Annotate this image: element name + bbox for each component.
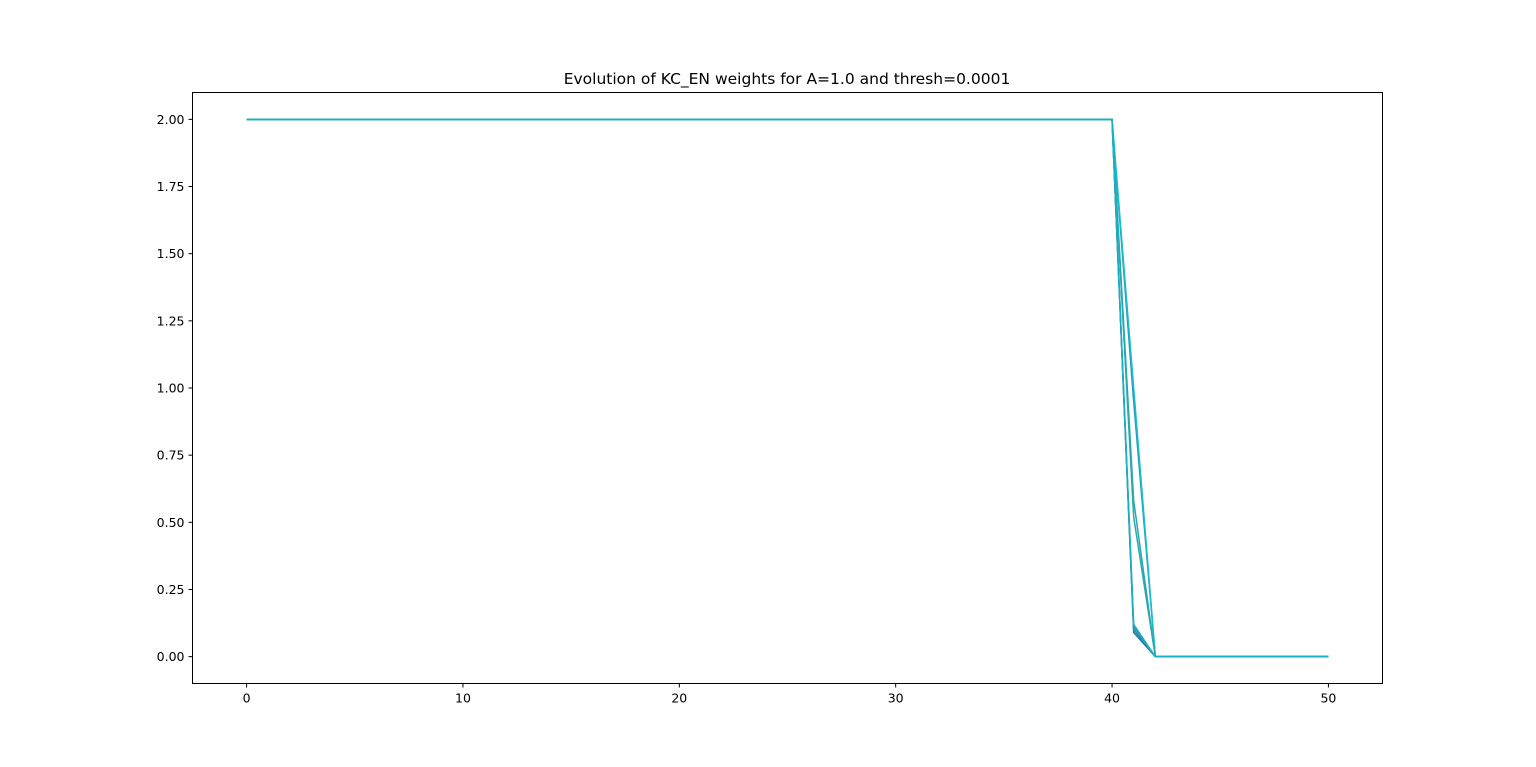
x-tick-label: 0 <box>243 691 251 706</box>
y-tick-label: 0.75 <box>157 448 185 463</box>
y-tick-label: 1.50 <box>157 246 185 261</box>
x-axis: 0 10 20 30 40 50 <box>243 683 1336 706</box>
x-tick-label: 10 <box>455 691 471 706</box>
y-tick-label: 1.00 <box>157 381 185 396</box>
plot-area-frame <box>192 92 1383 684</box>
chart-title: Evolution of KC_EN weights for A=1.0 and… <box>564 70 1011 89</box>
series-line-8 <box>246 118 1329 658</box>
y-tick-label: 0.50 <box>157 515 185 530</box>
series-layer <box>246 118 1329 658</box>
y-tick-label: 1.75 <box>157 179 185 194</box>
y-tick-label: 0.25 <box>157 582 185 597</box>
x-tick-label: 30 <box>888 691 904 706</box>
x-tick-label: 50 <box>1320 691 1336 706</box>
x-tick-label: 20 <box>671 691 687 706</box>
x-tick-label: 40 <box>1104 691 1120 706</box>
y-axis: 0.00 0.25 0.50 0.75 1.00 1.25 1.50 1.75 2.00 <box>157 112 193 664</box>
y-tick-label: 2.00 <box>157 112 185 127</box>
y-tick-label: 1.25 <box>157 313 185 328</box>
y-tick-label: 0.00 <box>157 649 185 664</box>
